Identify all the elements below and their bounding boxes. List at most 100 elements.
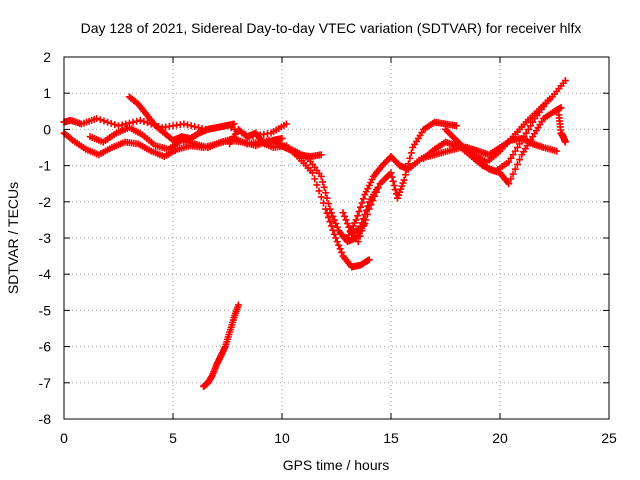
data-point	[322, 189, 330, 197]
data-point	[191, 123, 199, 131]
data-point	[557, 104, 565, 112]
data-point	[320, 183, 328, 191]
data-point	[332, 220, 340, 228]
y-tick-label: 0	[43, 121, 51, 137]
data-point	[104, 118, 112, 126]
data-point	[100, 117, 108, 125]
y-tick-label: -4	[39, 266, 52, 282]
data-point	[115, 122, 122, 130]
chart-title: Day 128 of 2021, Sidereal Day-to-day VTE…	[81, 20, 582, 36]
data-point	[329, 212, 337, 220]
x-tick-label: 20	[492, 430, 508, 446]
data-point	[513, 160, 521, 168]
data-point	[365, 256, 373, 264]
y-tick-label: -3	[39, 230, 52, 246]
data-point	[330, 216, 338, 224]
series-track-6	[226, 125, 286, 148]
series-track-8	[343, 77, 569, 242]
data-point	[527, 122, 535, 130]
data-point	[359, 215, 367, 223]
y-tick-label: -1	[39, 158, 52, 174]
y-tick-label: -5	[39, 302, 52, 318]
data-point	[561, 77, 569, 85]
y-axis-label: SDTVAR / TECUs	[5, 182, 21, 294]
data-point	[522, 129, 530, 137]
data-point	[326, 218, 334, 226]
y-tick-label: -7	[39, 375, 52, 391]
data-point	[187, 122, 195, 130]
data-point	[313, 181, 321, 189]
data-point	[184, 121, 192, 129]
data-point	[352, 216, 360, 224]
x-tick-label: 15	[383, 430, 399, 446]
x-tick-label: 25	[601, 430, 617, 446]
data-point	[322, 205, 330, 213]
data-point	[319, 178, 327, 186]
data-point	[96, 116, 104, 124]
data-point	[524, 125, 532, 133]
data-point	[452, 122, 460, 130]
data-point	[311, 175, 319, 183]
data-point	[389, 177, 397, 185]
y-tick-label: 2	[43, 49, 51, 65]
data-point	[362, 206, 370, 214]
data-point	[317, 193, 325, 201]
data-point	[338, 248, 346, 256]
data-point	[278, 134, 286, 142]
data-point	[356, 223, 364, 231]
data-point	[358, 219, 366, 227]
data-point	[407, 149, 415, 157]
data-point	[516, 140, 524, 148]
data-point	[520, 133, 528, 141]
data-point	[327, 222, 335, 230]
data-point	[336, 245, 344, 253]
data-point	[129, 118, 137, 126]
data-point	[309, 169, 317, 177]
series-track-5	[200, 301, 242, 390]
data-series-layer	[60, 77, 569, 390]
data-point	[282, 120, 290, 128]
data-point	[516, 156, 524, 164]
data-point	[561, 138, 569, 146]
data-point	[529, 118, 537, 126]
data-point	[315, 187, 323, 195]
data-point	[507, 175, 515, 183]
x-tick-label: 5	[169, 430, 177, 446]
data-point	[390, 182, 398, 190]
data-point	[505, 158, 513, 166]
data-point	[354, 212, 362, 220]
data-point	[317, 172, 325, 180]
data-point	[332, 234, 340, 242]
data-point	[361, 210, 369, 218]
data-point	[509, 170, 517, 178]
data-point	[325, 213, 333, 221]
series-track-7	[274, 140, 325, 161]
data-point	[180, 120, 188, 128]
data-point	[356, 203, 364, 211]
x-tick-label: 0	[60, 430, 68, 446]
data-point	[513, 144, 521, 151]
data-point	[343, 220, 351, 228]
data-point	[107, 119, 115, 127]
y-tick-label: -2	[39, 194, 52, 210]
data-point	[364, 202, 372, 210]
data-point	[234, 301, 242, 309]
data-point	[507, 154, 515, 162]
data-point	[330, 230, 338, 238]
data-point	[359, 195, 367, 203]
x-axis-label: GPS time / hours	[283, 457, 390, 473]
y-tick-label: 1	[43, 85, 51, 101]
data-point	[329, 226, 337, 234]
data-point	[402, 171, 410, 179]
series-track-4	[125, 93, 238, 144]
data-point	[518, 136, 526, 144]
data-point	[339, 209, 347, 217]
data-point	[544, 96, 552, 104]
data-point	[509, 151, 517, 159]
data-point	[317, 151, 325, 159]
data-point	[404, 160, 412, 168]
axis-ticks: 0 5 10 15 20 25 -8 -7 -6 -5 -4 -3 -2 -1 0 1 2	[39, 49, 617, 446]
data-point	[400, 176, 408, 184]
y-tick-label: -6	[39, 339, 52, 355]
